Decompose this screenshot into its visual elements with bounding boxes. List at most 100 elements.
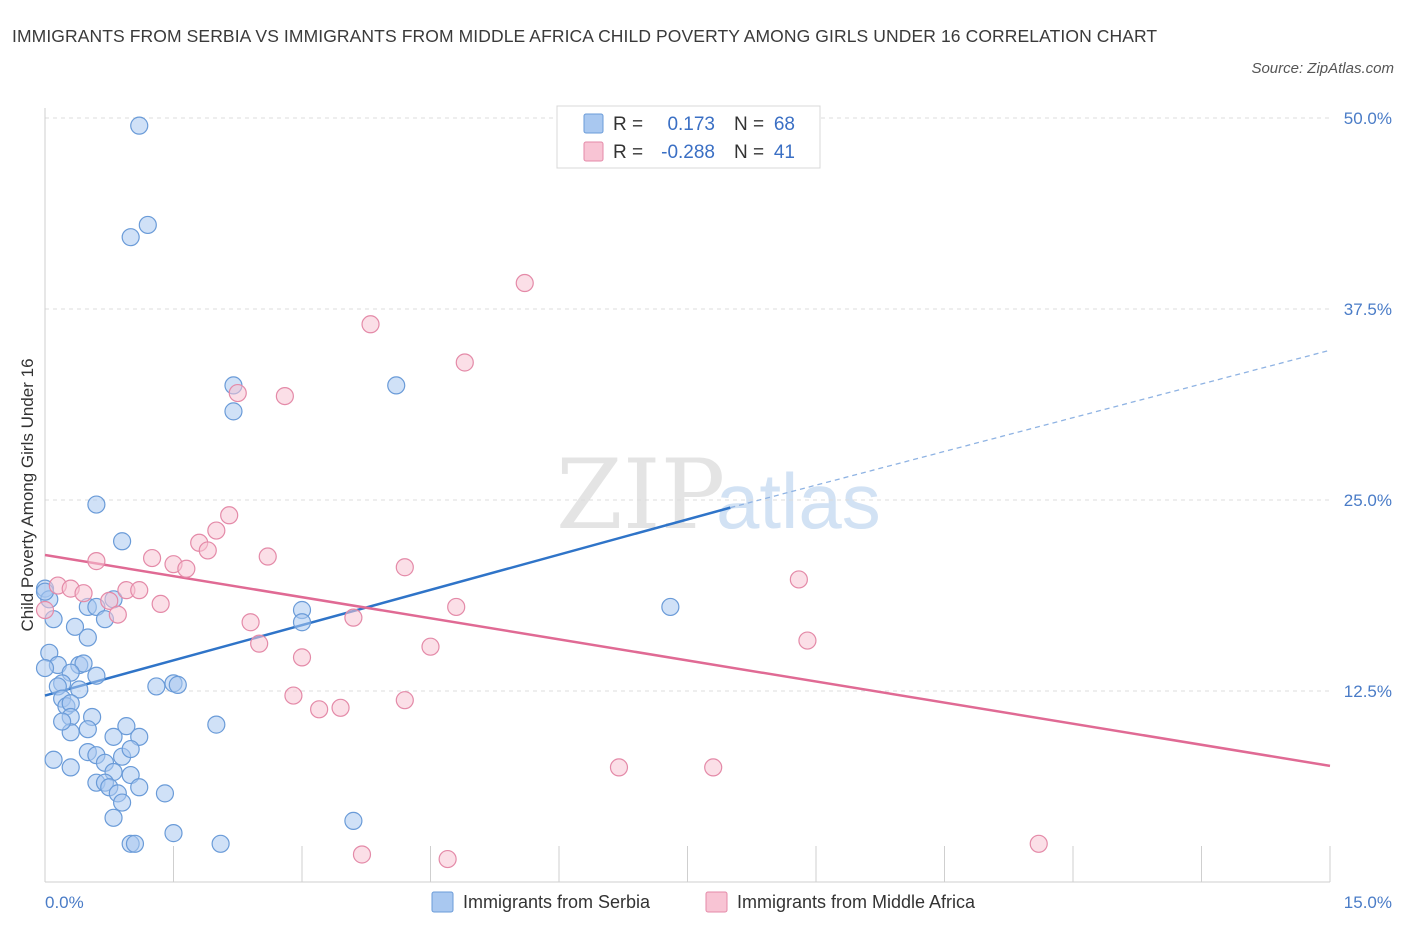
serbia-point-4	[224, 402, 243, 421]
middle-africa-point-13	[258, 547, 277, 566]
trend-lines	[44, 349, 1331, 768]
serbia-point-31	[168, 675, 187, 694]
serbia-point-41	[104, 727, 123, 746]
middle-africa-point-14	[395, 558, 414, 577]
y-tick-label-0: 12.5%	[1344, 682, 1392, 701]
data-points	[35, 116, 1048, 869]
serbia-point-17	[292, 613, 312, 632]
middle-africa-trend-line	[44, 553, 1331, 768]
legend-box: R = 0.173 N = 68 R = -0.288 N = 41	[556, 105, 821, 169]
legend-r-label-1: R =	[613, 114, 643, 135]
middle-africa-point-30	[421, 637, 440, 656]
serbia-point-60	[344, 811, 363, 830]
serbia-point-64	[211, 834, 230, 853]
serbia-point-57	[112, 793, 132, 812]
middle-africa-point-1	[361, 315, 380, 334]
y-tick-label-2: 37.5%	[1344, 300, 1392, 319]
bottom-legend-swatch-middle-africa	[705, 891, 728, 913]
legend-n-label-1: N =	[734, 114, 764, 135]
middle-africa-point-36	[609, 758, 629, 777]
serbia-point-28	[70, 680, 89, 699]
middle-africa-point-26	[241, 613, 260, 632]
middle-africa-point-23	[447, 597, 466, 617]
serbia-trend-line	[44, 506, 731, 697]
middle-africa-point-0	[515, 273, 534, 293]
middle-africa-point-18	[74, 584, 93, 603]
middle-africa-point-3	[228, 383, 247, 403]
tick-labels: 12.5% 25.0% 37.5% 50.0% 0.0% 15.0%	[45, 109, 1392, 912]
middle-africa-point-4	[275, 386, 294, 406]
middle-africa-point-2	[455, 353, 474, 372]
serbia-point-6	[87, 495, 106, 514]
middle-africa-point-33	[395, 691, 414, 710]
serbia-point-65	[35, 658, 55, 678]
bottom-legend: Immigrants from Serbia Immigrants from M…	[431, 891, 976, 913]
serbia-point-67	[53, 712, 72, 731]
legend-n-value-2: 41	[774, 142, 795, 163]
serbia-point-19	[78, 628, 97, 647]
middle-africa-point-39	[438, 849, 457, 869]
middle-africa-point-35	[331, 698, 350, 717]
middle-africa-point-27	[35, 600, 55, 620]
serbia-point-0	[130, 116, 149, 135]
middle-africa-point-37	[704, 758, 723, 777]
middle-africa-point-40	[1029, 834, 1048, 853]
serbia-point-58	[155, 784, 175, 803]
legend-swatch-middle-africa	[583, 141, 604, 162]
y-tick-label-1: 25.0%	[1344, 491, 1392, 510]
middle-africa-point-15	[789, 570, 808, 589]
middle-africa-point-8	[198, 541, 217, 560]
legend-r-value-1: 0.173	[667, 114, 715, 135]
watermark: ZIP atlas	[556, 439, 881, 551]
serbia-point-49	[61, 758, 80, 777]
middle-africa-point-25	[344, 608, 363, 627]
bottom-legend-label-middle-africa: Immigrants from Middle Africa	[737, 892, 976, 912]
legend-swatch-serbia	[583, 113, 604, 134]
middle-africa-point-5	[220, 506, 239, 525]
legend-n-value-1: 68	[774, 114, 795, 135]
middle-africa-point-38	[352, 845, 372, 864]
serbia-point-2	[121, 228, 140, 247]
serbia-point-37	[117, 717, 136, 736]
serbia-point-7	[112, 532, 132, 551]
middle-africa-point-24	[108, 605, 127, 624]
serbia-point-25	[87, 666, 106, 685]
chart-title: IMMIGRANTS FROM SERBIA VS IMMIGRANTS FRO…	[12, 26, 1158, 46]
legend-r-value-2: -0.288	[661, 142, 715, 163]
bottom-legend-label-serbia: Immigrants from Serbia	[463, 892, 651, 912]
x-tick-label-1: 15.0%	[1344, 893, 1392, 912]
serbia-point-5	[387, 376, 406, 395]
serbia-point-55	[130, 778, 149, 797]
serbia-point-48	[121, 739, 140, 759]
serbia-point-63	[125, 834, 145, 853]
source-label: Source: ZipAtlas.com	[1251, 60, 1394, 77]
middle-africa-point-6	[207, 521, 226, 540]
serbia-point-18	[65, 617, 85, 636]
serbia-point-14	[661, 597, 680, 617]
middle-africa-point-32	[284, 686, 303, 705]
middle-africa-point-29	[250, 634, 269, 653]
x-tick-label-0: 0.0%	[45, 893, 84, 912]
middle-africa-point-21	[100, 591, 119, 610]
serbia-trend-extension	[730, 349, 1331, 509]
y-tick-label-3: 50.0%	[1344, 109, 1392, 128]
middle-africa-point-28	[798, 631, 817, 650]
y-axis-label: Child Poverty Among Girls Under 16	[18, 358, 37, 631]
bottom-legend-swatch-serbia	[431, 891, 454, 913]
middle-africa-point-12	[177, 559, 196, 578]
serbia-point-1	[138, 215, 157, 235]
serbia-point-40	[78, 720, 97, 739]
serbia-point-23	[74, 654, 93, 673]
middle-africa-point-9	[142, 548, 162, 568]
serbia-point-61	[164, 824, 183, 843]
legend-r-label-2: R =	[613, 142, 643, 163]
axes	[44, 108, 1331, 883]
watermark-atlas: atlas	[716, 457, 881, 545]
serbia-point-59	[104, 808, 123, 827]
middle-africa-point-20	[130, 581, 149, 600]
middle-africa-point-31	[292, 648, 312, 667]
serbia-point-29	[147, 677, 166, 696]
legend-n-label-2: N =	[734, 142, 764, 163]
serbia-point-46	[44, 750, 63, 769]
